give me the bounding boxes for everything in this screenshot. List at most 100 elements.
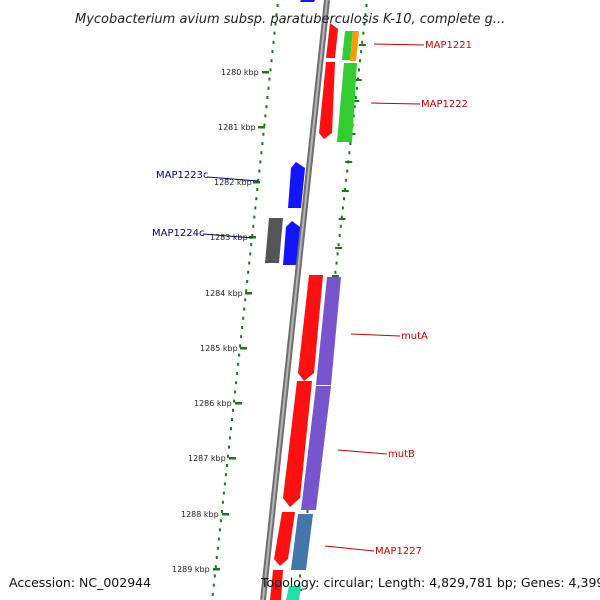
inner-dot — [337, 243, 340, 247]
major-tick — [253, 181, 260, 184]
gene-bottom-teal-partial[interactable] — [286, 586, 301, 600]
outer-dot — [220, 510, 223, 513]
outer-dot — [216, 546, 219, 550]
gene-map1221-red[interactable] — [326, 23, 338, 58]
gene-label-mutb[interactable]: mutB — [388, 449, 415, 460]
gene-map1223c-blue[interactable] — [288, 162, 305, 208]
outer-dot — [235, 381, 238, 385]
label-leader-line — [337, 449, 388, 455]
inner-dot — [336, 252, 339, 256]
outer-dot — [258, 169, 261, 173]
outer-dot — [236, 372, 239, 375]
inner-dot — [348, 151, 351, 155]
accession-text: Accession: NC_002944 — [9, 575, 152, 590]
inner-dot — [362, 31, 365, 35]
outer-dot — [246, 280, 249, 283]
outer-dot — [259, 160, 262, 164]
outer-dot — [257, 178, 260, 182]
outer-dot — [248, 261, 251, 265]
inner-dot — [334, 270, 337, 274]
gene-map1227-red[interactable] — [274, 512, 295, 566]
outer-dot — [274, 22, 277, 26]
outer-dot — [217, 537, 220, 541]
gene-label-map1224c[interactable]: MAP1224c — [152, 228, 204, 239]
major-tick — [229, 457, 236, 460]
gene-label-map1227[interactable]: MAP1227 — [375, 546, 422, 557]
outer-dot — [270, 59, 273, 63]
outer-dot — [226, 464, 228, 467]
inner-dash — [335, 247, 343, 249]
gene-label-map1223c[interactable]: MAP1223c — [156, 170, 208, 181]
gene-map1221-orange[interactable] — [350, 31, 359, 61]
inner-dash — [338, 218, 346, 220]
outer-dot — [271, 50, 274, 53]
gene-blue-top-partial[interactable] — [300, 0, 315, 2]
inner-dot — [352, 114, 355, 118]
map-title: Mycobacterium avium subsp. paratuberculo… — [75, 12, 505, 27]
gene-map1221-green[interactable] — [342, 31, 353, 60]
gene-map1227-steelblue[interactable] — [291, 514, 313, 570]
backbone — [260, 0, 330, 600]
outer-dot — [227, 454, 229, 458]
scale-label-1285: 1285 kbp — [200, 344, 238, 353]
outer-dot — [264, 114, 267, 118]
outer-dot — [239, 344, 242, 348]
outer-dot — [262, 132, 265, 136]
gene-bottom-red-partial[interactable] — [270, 570, 283, 600]
gene-label-map1221[interactable]: MAP1221 — [425, 40, 472, 51]
outer-dot — [250, 243, 253, 247]
scale-label-1289: 1289 kbp — [172, 565, 210, 574]
outer-dot — [252, 224, 255, 228]
inner-dot — [355, 86, 358, 90]
label-leader-line — [370, 102, 421, 105]
outer-dot — [275, 13, 278, 17]
gene-label-muta[interactable]: mutA — [401, 331, 428, 342]
major-tick — [262, 71, 269, 74]
label-leader-line — [324, 545, 375, 552]
topology-text: Topology: circular; Length: 4,829,781 bp… — [261, 575, 600, 590]
inner-dot — [297, 583, 300, 587]
inner-dot — [345, 178, 348, 182]
outer-dot — [268, 77, 271, 81]
inner-dot — [359, 59, 362, 63]
inner-dot — [341, 206, 344, 210]
label-leader-line — [350, 333, 401, 337]
major-tick — [222, 513, 229, 516]
outer-dot — [213, 574, 216, 578]
gene-mutb-purple[interactable] — [301, 386, 331, 510]
gene-muta-red[interactable] — [298, 275, 323, 381]
outer-dot — [241, 326, 244, 329]
outer-dot — [230, 427, 232, 431]
outer-dot — [237, 362, 240, 366]
outer-dot — [265, 105, 268, 109]
scale-label-1286: 1286 kbp — [194, 399, 232, 408]
outer-dot — [251, 234, 254, 237]
scale-label-1283: 1283 kbp — [210, 233, 248, 242]
inner-dot — [365, 4, 368, 7]
outer-dot — [240, 335, 243, 339]
outer-dot — [243, 307, 246, 311]
inner-dash — [358, 44, 366, 46]
inner-dot — [349, 142, 352, 145]
inner-dot — [361, 40, 364, 44]
outer-dot — [255, 197, 258, 201]
outer-dot — [222, 491, 225, 495]
gene-label-map1222[interactable]: MAP1222 — [421, 99, 468, 110]
outer-dot — [233, 399, 235, 403]
outer-dot — [221, 500, 224, 504]
gene-map1222-red[interactable] — [319, 62, 335, 139]
inner-dot — [339, 224, 342, 228]
gene-map1224c-gray[interactable] — [265, 218, 283, 263]
gene-muta-purple[interactable] — [316, 277, 341, 385]
outer-dot — [238, 353, 241, 357]
gene-map1222-green[interactable] — [337, 63, 357, 142]
outer-dot — [263, 123, 266, 127]
gene-map1224c-blue[interactable] — [283, 221, 300, 265]
outer-dot — [254, 206, 257, 210]
inner-dash — [331, 275, 339, 277]
outer-dot — [234, 390, 237, 394]
outer-dot — [211, 592, 214, 596]
gene-mutb-red[interactable] — [283, 381, 312, 507]
inner-dot — [364, 13, 367, 17]
